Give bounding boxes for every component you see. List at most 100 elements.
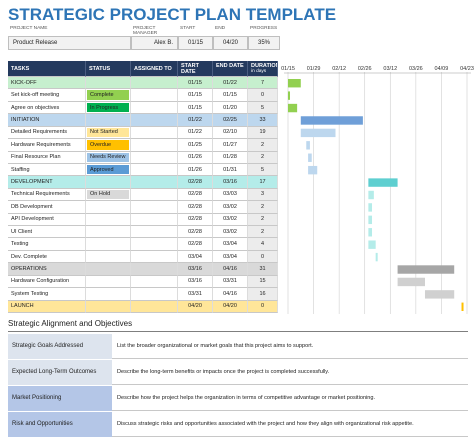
project-label: END xyxy=(215,26,226,31)
duration-cell: 33 xyxy=(248,114,278,127)
status-cell xyxy=(86,176,131,189)
task-cell: Dev. Complete xyxy=(8,250,86,264)
status-cell: In Progress xyxy=(86,101,131,115)
gantt-date: 01/29 xyxy=(307,66,321,72)
gantt-bar xyxy=(375,252,378,262)
start-cell: 01/25 xyxy=(178,139,213,152)
assigned-cell xyxy=(131,263,178,276)
duration-cell: 0 xyxy=(248,300,278,313)
end-cell: 01/27 xyxy=(213,139,248,152)
duration-cell: 7 xyxy=(248,77,278,90)
gantt-bar xyxy=(368,215,373,225)
assigned-cell xyxy=(131,151,178,164)
task-cell: Testing xyxy=(8,238,86,251)
end-cell: 04/20 xyxy=(213,300,248,313)
gantt-date: 03/12 xyxy=(383,66,397,72)
column-header: START DATE xyxy=(178,61,213,77)
start-cell: 02/28 xyxy=(178,176,213,189)
gantt-bar xyxy=(306,141,310,150)
status-cell xyxy=(86,275,131,289)
gantt-bar xyxy=(368,228,373,237)
column-header-text: TASKS xyxy=(11,65,30,72)
duration-cell: 5 xyxy=(248,163,278,177)
start-cell: 04/20 xyxy=(178,300,213,313)
start-cell: 01/22 xyxy=(178,114,213,127)
status-cell: Needs Review xyxy=(86,151,131,164)
gantt-bar xyxy=(288,79,301,88)
duration-cell: 16 xyxy=(248,288,278,301)
assigned-cell xyxy=(131,238,178,251)
gantt-bar xyxy=(308,165,318,175)
section-title: Strategic Alignment and Objectives xyxy=(8,319,133,328)
status-cell xyxy=(86,114,131,127)
task-cell: Detailed Requirements xyxy=(8,126,86,140)
task-cell: DB Development xyxy=(8,201,86,214)
start-cell: 02/28 xyxy=(178,238,213,251)
start-cell: 01/26 xyxy=(178,151,213,164)
section-rule xyxy=(8,331,468,332)
gantt-bar xyxy=(300,128,336,138)
assigned-cell xyxy=(131,163,178,177)
assigned-cell xyxy=(131,176,178,189)
task-cell: Set kick-off meeting xyxy=(8,89,86,102)
task-cell: Hardware Requirements xyxy=(8,139,86,152)
end-cell: 04/16 xyxy=(213,288,248,301)
project-value: 04/20 xyxy=(213,36,248,50)
end-cell: 02/10 xyxy=(213,126,248,140)
strategy-text: Describe the long-term benefits or impac… xyxy=(112,360,468,385)
duration-cell: 2 xyxy=(248,226,278,239)
duration-cell: 2 xyxy=(248,201,278,214)
start-cell: 02/28 xyxy=(178,188,213,202)
column-header-text: END DATE xyxy=(216,63,244,69)
column-header: ASSIGNED TO xyxy=(131,61,178,77)
status-cell xyxy=(86,213,131,227)
assigned-cell xyxy=(131,275,178,289)
task-cell: Technical Requirements xyxy=(8,188,86,202)
assigned-cell xyxy=(131,250,178,264)
gantt-date: 01/15 xyxy=(281,66,295,72)
assigned-cell xyxy=(131,300,178,313)
assigned-cell xyxy=(131,226,178,239)
gantt-date: 02/12 xyxy=(332,66,346,72)
end-cell: 03/02 xyxy=(213,226,248,239)
task-cell: Staffing xyxy=(8,163,86,177)
column-header: DURATION in days xyxy=(248,61,278,77)
strategy-text: Describe how the project helps the organ… xyxy=(112,386,468,411)
project-value: 35% xyxy=(248,36,280,50)
column-header: END DATE xyxy=(213,61,248,77)
start-cell: 01/15 xyxy=(178,89,213,102)
status-cell xyxy=(86,288,131,301)
status-cell: Complete xyxy=(86,89,131,102)
gantt-bar xyxy=(288,103,298,113)
end-cell: 01/22 xyxy=(213,77,248,90)
end-cell: 02/25 xyxy=(213,114,248,127)
status-badge: Not Started xyxy=(87,127,129,138)
project-value: Product Release xyxy=(8,36,131,50)
end-cell: 03/31 xyxy=(213,275,248,289)
status-cell xyxy=(86,201,131,214)
assigned-cell xyxy=(131,188,178,202)
start-cell: 03/31 xyxy=(178,288,213,301)
status-badge: On Hold xyxy=(87,189,129,200)
gantt-bar xyxy=(300,116,363,125)
task-cell: Final Resource Plan xyxy=(8,151,86,164)
start-cell: 02/28 xyxy=(178,201,213,214)
assigned-cell xyxy=(131,101,178,115)
status-cell: Approved xyxy=(86,163,131,177)
end-cell: 01/28 xyxy=(213,151,248,164)
end-cell: 01/20 xyxy=(213,101,248,115)
gantt-date: 02/26 xyxy=(358,66,372,72)
gantt-bar xyxy=(368,190,374,200)
duration-cell: 2 xyxy=(248,139,278,152)
status-badge: Needs Review xyxy=(87,152,129,162)
status-cell xyxy=(86,263,131,276)
end-cell: 03/16 xyxy=(213,176,248,189)
end-cell: 03/02 xyxy=(213,213,248,227)
project-value: 01/15 xyxy=(178,36,213,50)
duration-cell: 0 xyxy=(248,89,278,102)
duration-cell: 17 xyxy=(248,176,278,189)
status-cell xyxy=(86,238,131,251)
status-cell: On Hold xyxy=(86,188,131,202)
